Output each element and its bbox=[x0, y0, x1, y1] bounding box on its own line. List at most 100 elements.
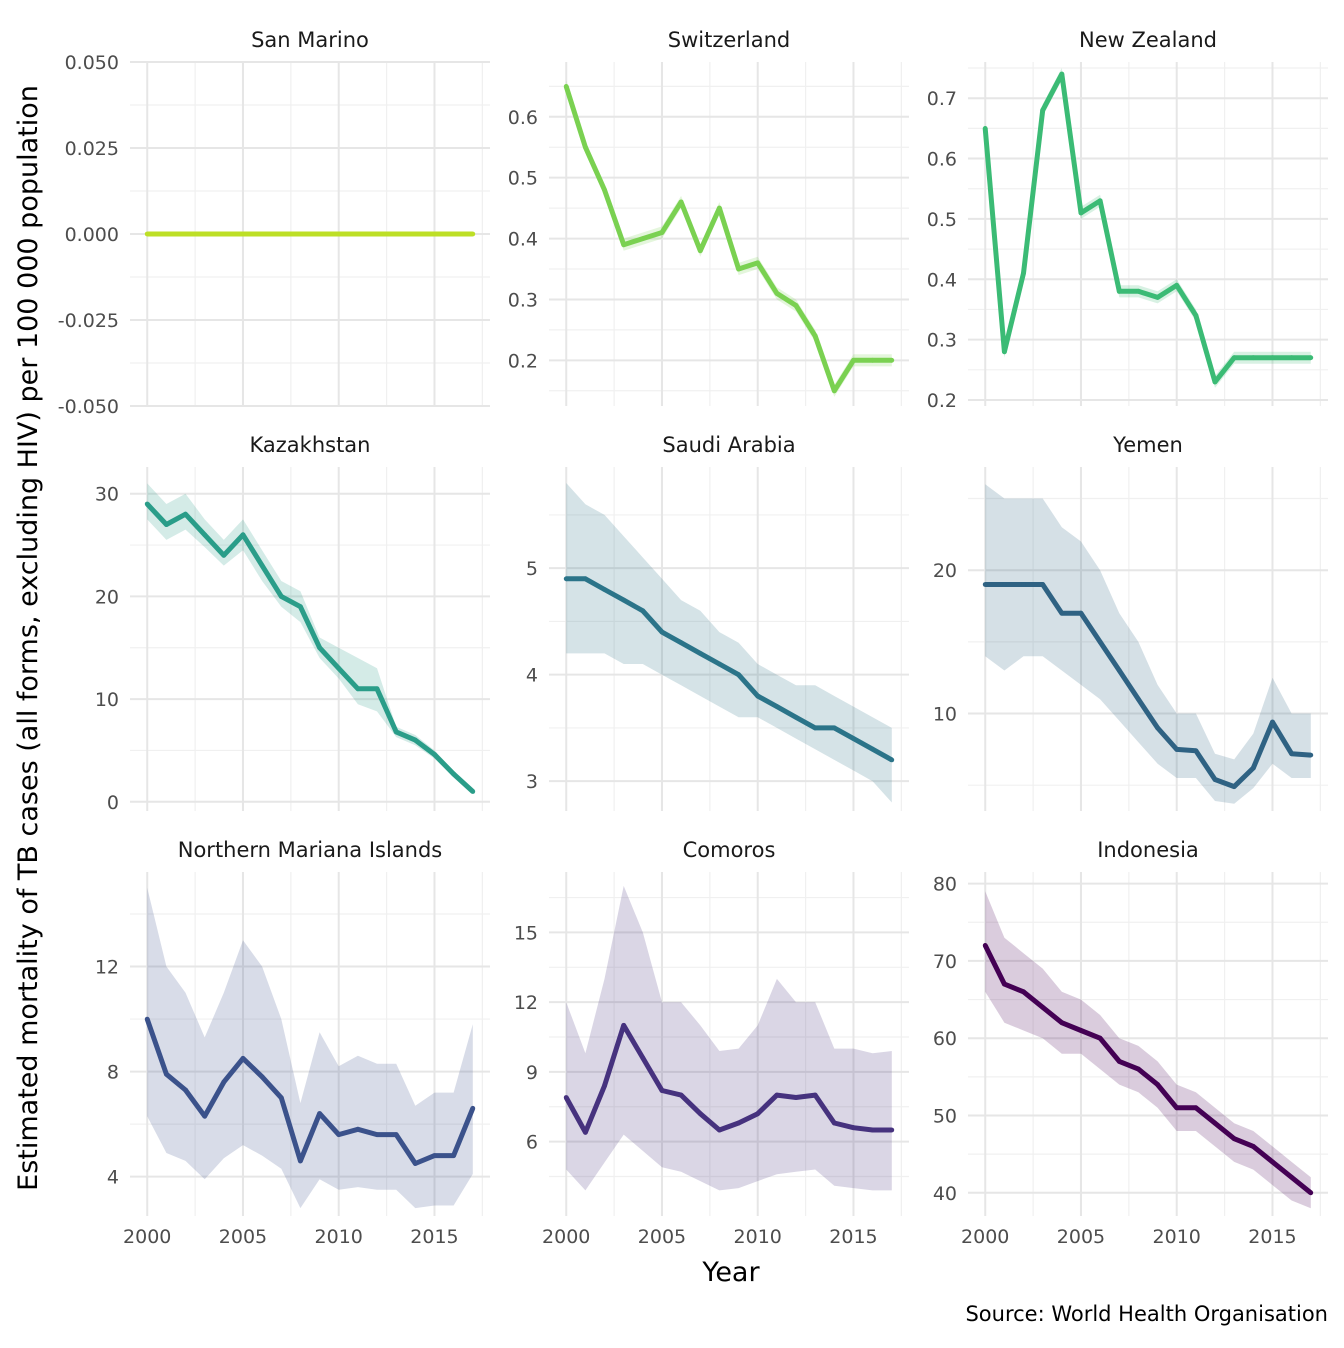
series-line bbox=[985, 582, 1311, 790]
data-point bbox=[1136, 696, 1141, 702]
data-point bbox=[259, 1074, 265, 1080]
data-point bbox=[144, 1016, 150, 1022]
data-point bbox=[144, 231, 150, 237]
data-point bbox=[1021, 989, 1026, 995]
data-point bbox=[774, 704, 780, 709]
data-point bbox=[870, 1127, 875, 1133]
x-tick-label: 2010 bbox=[315, 1226, 363, 1248]
y-tick-label: 0.3 bbox=[927, 330, 957, 352]
data-point bbox=[1212, 379, 1218, 385]
y-tick-label: 5 bbox=[526, 558, 538, 580]
x-tick-label: 2010 bbox=[734, 1226, 782, 1248]
x-tick-label: 2015 bbox=[410, 1226, 458, 1248]
data-point bbox=[1308, 752, 1314, 758]
data-points bbox=[982, 943, 1314, 1196]
data-point bbox=[1250, 355, 1256, 361]
data-point bbox=[621, 242, 627, 248]
confidence-band bbox=[147, 887, 473, 1209]
panel-title: Saudi Arabia bbox=[662, 433, 795, 457]
data-point bbox=[1212, 777, 1218, 782]
data-points bbox=[144, 1016, 476, 1166]
y-tick-label: 0.2 bbox=[927, 390, 957, 412]
x-tick-label: 2015 bbox=[829, 1226, 877, 1248]
data-points bbox=[144, 501, 476, 794]
data-point bbox=[1212, 1120, 1218, 1126]
y-tick-label: 10 bbox=[95, 689, 119, 711]
data-point bbox=[432, 752, 437, 757]
major-gridlines bbox=[130, 872, 490, 1216]
data-point bbox=[1174, 1105, 1180, 1111]
data-point bbox=[298, 231, 303, 237]
data-point bbox=[697, 651, 703, 656]
data-point bbox=[640, 236, 646, 242]
y-tick-label: -0.025 bbox=[58, 310, 119, 332]
data-point bbox=[659, 1088, 665, 1093]
series-line bbox=[144, 1018, 476, 1166]
x-tick-label: 2000 bbox=[961, 1226, 1009, 1248]
y-tick-label: 0.4 bbox=[508, 229, 538, 251]
major-gridlines bbox=[968, 62, 1328, 406]
y-tick-label: 0.4 bbox=[927, 269, 957, 291]
y-tick-label: 30 bbox=[95, 484, 119, 506]
panel-title: Comoros bbox=[683, 838, 776, 862]
y-tick-label: 60 bbox=[933, 1028, 957, 1050]
data-points bbox=[982, 582, 1314, 789]
data-point bbox=[678, 1092, 684, 1098]
major-gridlines bbox=[549, 872, 909, 1216]
data-point bbox=[1289, 751, 1294, 757]
data-point bbox=[1059, 1020, 1065, 1026]
data-point bbox=[889, 757, 895, 763]
data-point bbox=[336, 665, 342, 671]
data-point bbox=[1250, 765, 1256, 771]
x-axis-title: Year bbox=[701, 1257, 760, 1288]
data-point bbox=[470, 1105, 476, 1111]
data-point bbox=[202, 1113, 208, 1119]
data-point bbox=[755, 260, 761, 266]
y-tick-label: 20 bbox=[933, 560, 957, 582]
data-point bbox=[851, 357, 856, 363]
panel-northern-mariana-islands: Northern Mariana Islands 4 8 12 2000 2005 2010… bbox=[95, 838, 490, 1248]
data-point bbox=[774, 1092, 780, 1098]
source-caption: Source: World Health Organisation bbox=[965, 1302, 1328, 1326]
data-point bbox=[621, 1023, 627, 1028]
series-line bbox=[563, 85, 892, 394]
data-point bbox=[374, 231, 380, 237]
data-point bbox=[278, 231, 284, 237]
data-point bbox=[1193, 1105, 1199, 1111]
data-point bbox=[1250, 1144, 1256, 1149]
data-point bbox=[1040, 582, 1046, 587]
data-points bbox=[982, 71, 1314, 385]
data-point bbox=[1270, 1159, 1275, 1165]
y-tick-label: 10 bbox=[933, 704, 957, 726]
data-point bbox=[1021, 270, 1026, 276]
data-point bbox=[164, 522, 169, 527]
data-point bbox=[374, 1132, 380, 1137]
data-point bbox=[470, 789, 476, 794]
data-point bbox=[298, 604, 303, 610]
data-point bbox=[621, 597, 627, 603]
data-point bbox=[602, 1083, 607, 1089]
data-point bbox=[202, 532, 208, 538]
data-point bbox=[812, 333, 818, 339]
data-point bbox=[812, 1092, 818, 1098]
data-point bbox=[317, 231, 322, 237]
data-point bbox=[1136, 288, 1141, 294]
data-point bbox=[1116, 1059, 1122, 1064]
data-point bbox=[1193, 748, 1199, 754]
x-tick-label: 2000 bbox=[123, 1226, 171, 1248]
data-point bbox=[793, 714, 799, 720]
data-point bbox=[1231, 1136, 1237, 1142]
data-point bbox=[298, 1158, 303, 1164]
data-point bbox=[640, 608, 646, 614]
minor-gridlines bbox=[549, 872, 909, 1216]
data-point bbox=[278, 1095, 284, 1101]
data-point bbox=[583, 144, 588, 150]
data-point bbox=[451, 771, 456, 777]
data-point bbox=[164, 231, 169, 237]
data-point bbox=[1231, 355, 1237, 361]
y-tick-label: 0.050 bbox=[65, 52, 119, 74]
data-point bbox=[183, 1087, 188, 1093]
data-point bbox=[982, 582, 988, 587]
y-tick-label: 4 bbox=[107, 1167, 119, 1189]
